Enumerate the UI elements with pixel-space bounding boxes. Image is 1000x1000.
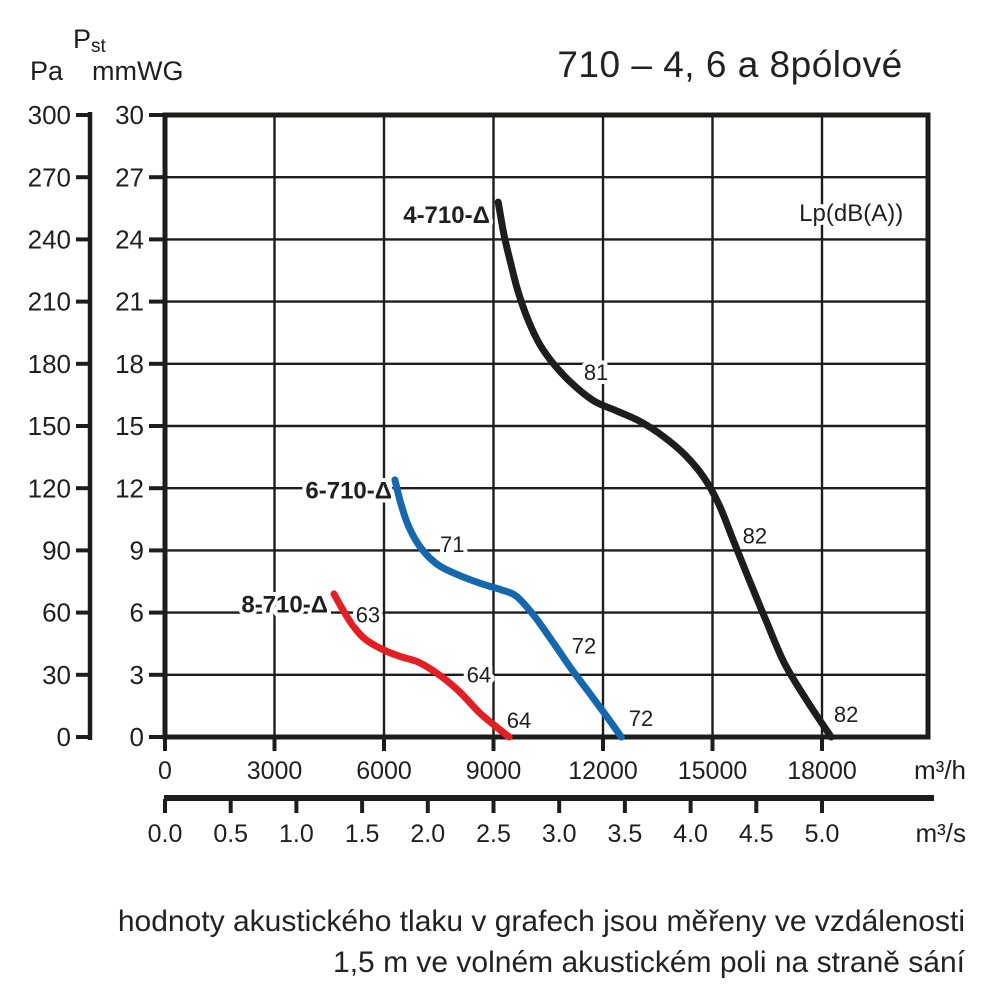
m3s-tick-label: 0.5 (213, 820, 248, 848)
m3s-tick-label: 0.0 (148, 820, 183, 848)
mmwg-tick-label: 15 (115, 411, 144, 441)
noise-annotation: 72 (629, 706, 653, 731)
mmwg-axis-title: mmWG (92, 56, 184, 86)
caption-line-1: hodnoty akustického tlaku v grafech jsou… (117, 905, 965, 938)
m3s-tick-label: 4.5 (739, 820, 774, 848)
pressure-symbol-base: P (73, 24, 92, 54)
noise-annotation: 64 (507, 708, 531, 733)
curve-name-label: 8-710-Δ (241, 592, 328, 619)
m3s-tick-label: 3.0 (542, 820, 577, 848)
mmwg-tick-label: 30 (115, 100, 144, 130)
mmwg-tick-label: 21 (115, 287, 144, 317)
noise-annotation: 63 (356, 602, 380, 627)
pa-tick-label: 0 (57, 722, 71, 752)
curve-labels: 4-710-Δ 6-710-Δ 8-710-Δ 81 82 82 71 72 72 63 64 64 L… (237, 196, 907, 737)
noise-legend-label: Lp(dB(A)) (799, 200, 903, 227)
m3h-tick-label: 6000 (356, 757, 412, 785)
mmwg-tick-label: 12 (115, 473, 144, 503)
mmwg-tick-label: 24 (115, 225, 144, 255)
noise-annotation: 64 (467, 663, 491, 688)
m3s-unit-label: m³/s (915, 818, 966, 848)
mmwg-tick-label: 27 (115, 162, 144, 192)
plot-frame (162, 112, 931, 740)
pa-tick-label: 150 (28, 411, 71, 441)
pa-tick-label: 60 (42, 598, 71, 628)
noise-annotation: 82 (834, 702, 858, 727)
pa-axis-title: Pa (30, 56, 64, 86)
mmwg-tick-label: 6 (130, 598, 144, 628)
m3s-tick-label: 2.5 (476, 820, 511, 848)
noise-annotation: 82 (743, 524, 767, 549)
mmwg-tick-label: 0 (130, 722, 144, 752)
noise-annotation: 71 (440, 532, 464, 557)
pa-tick-label: 120 (28, 473, 71, 503)
curve-name-label: 6-710-Δ (305, 478, 392, 505)
performance-chart: 3002702402101801501209060300302724211815… (28, 100, 966, 848)
curve-name-label: 4-710-Δ (403, 202, 490, 229)
m3s-tick-label: 1.0 (279, 820, 314, 848)
m3h-tick-label: 12000 (568, 757, 638, 785)
performance-curves (330, 198, 835, 741)
mmwg-tick-label: 3 (130, 660, 144, 690)
noise-annotation: 72 (572, 633, 596, 658)
m3s-tick-label: 5.0 (805, 820, 840, 848)
pa-tick-label: 300 (28, 100, 71, 130)
pressure-symbol: Pst (73, 24, 106, 58)
m3s-tick-label: 2.0 (410, 820, 445, 848)
pa-tick-label: 210 (28, 287, 71, 317)
m3h-tick-label: 15000 (678, 757, 748, 785)
pa-tick-label: 30 (42, 660, 71, 690)
curve-8-710-Δ (330, 590, 513, 741)
mmwg-tick-label: 18 (115, 349, 144, 379)
pa-tick-label: 90 (42, 536, 71, 566)
pa-tick-label: 180 (28, 349, 71, 379)
axes: 3002702402101801501209060300302724211815… (28, 100, 966, 848)
pa-tick-label: 270 (28, 162, 71, 192)
m3h-tick-label: 3000 (247, 757, 303, 785)
grid-lines (165, 115, 928, 737)
m3s-tick-label: 3.5 (608, 820, 643, 848)
m3s-tick-label: 4.0 (673, 820, 708, 848)
noise-annotation: 81 (584, 360, 608, 385)
curve-6-710-Δ (391, 476, 625, 741)
m3s-tick-label: 1.5 (345, 820, 380, 848)
m3h-tick-label: 9000 (466, 757, 522, 785)
mmwg-tick-label: 9 (130, 536, 144, 566)
curve-4-710-Δ (494, 198, 835, 741)
pressure-symbol-sub: st (91, 36, 106, 57)
caption-line-2: 1,5 m ve volném akustickém poli na stran… (333, 946, 965, 980)
pa-tick-label: 240 (28, 225, 71, 255)
m3h-tick-label: 0 (158, 757, 172, 785)
m3h-tick-label: 18000 (787, 757, 857, 785)
m3h-unit-label: m³/h (914, 755, 966, 785)
chart-title: 710 – 4, 6 a 8pólové (557, 44, 903, 85)
plot-border (162, 112, 931, 740)
caption: hodnoty akustického tlaku v grafech jsou… (20, 901, 965, 984)
